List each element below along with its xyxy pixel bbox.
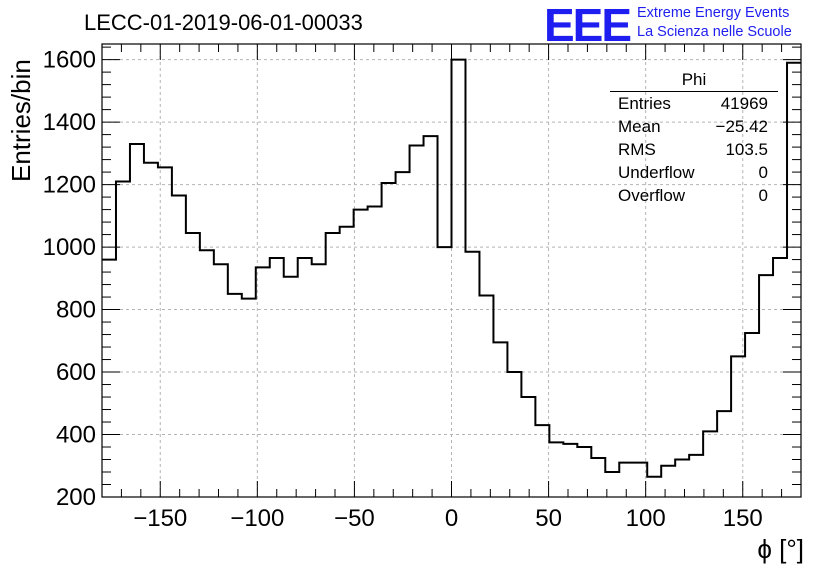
stats-label: Overflow: [618, 186, 686, 205]
stats-label: RMS: [618, 140, 656, 159]
y-tick-label: 800: [56, 297, 96, 324]
stats-row-underflow: Underflow 0: [610, 161, 778, 184]
stats-row-overflow: Overflow 0: [610, 184, 778, 207]
y-tick-label: 200: [56, 484, 96, 511]
y-tick-label: 1200: [43, 172, 96, 199]
x-axis-label: ϕ [°]: [757, 534, 804, 564]
histogram-line: [102, 58, 801, 478]
stats-row-mean: Mean −25.42: [610, 115, 778, 138]
x-tick-label: −100: [230, 505, 284, 532]
x-tick-label: 100: [626, 505, 666, 532]
logo-caption-line1: Extreme Energy Events: [637, 5, 790, 21]
y-axis-label: Entries/bin: [6, 59, 36, 182]
stats-row-rms: RMS 103.5: [610, 138, 778, 161]
stats-label: Mean: [618, 117, 661, 136]
stats-value: −25.42: [715, 117, 768, 136]
x-tick-label: 150: [723, 505, 763, 532]
stats-value: 103.5: [725, 140, 768, 159]
stats-label: Entries: [618, 94, 671, 113]
tick-labels: −150 −100 −50 0 50 100 150 200 400 600 800 1000 1200…: [43, 47, 763, 532]
eee-logo: EEE: [544, 0, 632, 51]
x-tick-label: 50: [535, 505, 562, 532]
y-tick-label: 1400: [43, 109, 96, 136]
y-tick-label: 400: [56, 422, 96, 449]
x-tick-label: −50: [334, 505, 375, 532]
logo-caption-line2: La Scienza nelle Scuole: [637, 24, 792, 40]
y-tick-label: 1000: [43, 234, 96, 261]
stats-value: 0: [758, 186, 768, 205]
histogram-series: [102, 58, 801, 478]
x-tick-label: 0: [445, 505, 458, 532]
stats-box: Phi Entries 41969 Mean −25.42 RMS 103.5 …: [610, 70, 778, 207]
stats-title: Phi: [610, 70, 778, 92]
chart-title: LECC-01-2019-06-01-00033: [84, 10, 363, 35]
stats-row-entries: Entries 41969: [610, 92, 778, 115]
stats-value: 0: [758, 163, 768, 182]
y-tick-label: 600: [56, 359, 96, 386]
stats-value: 41969: [720, 94, 768, 113]
y-tick-label: 1600: [43, 47, 96, 74]
tick-marks: [101, 44, 802, 498]
logo-caption: Extreme Energy Events La Scienza nelle S…: [637, 4, 792, 42]
stats-label: Underflow: [618, 163, 695, 182]
x-tick-label: −150: [133, 505, 187, 532]
